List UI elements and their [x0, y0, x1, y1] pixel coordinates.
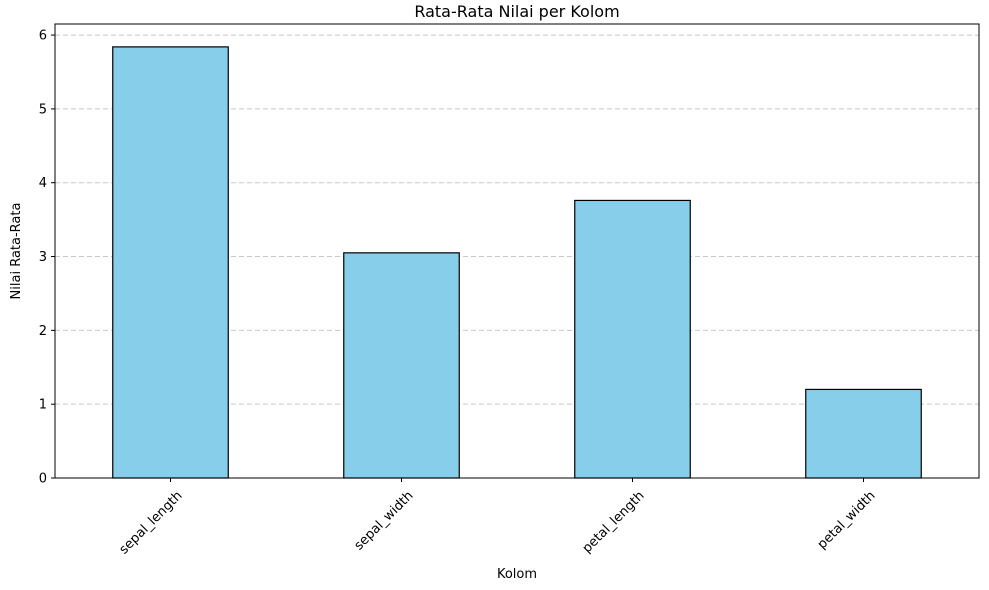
x-tick-label: sepal_width: [352, 488, 417, 553]
y-tick-label: 0: [39, 472, 47, 487]
bar-petal-width: [805, 388, 922, 479]
x-tick-label: sepal_length: [117, 488, 186, 557]
y-tick-label: 3: [39, 250, 47, 265]
bar-sepal-length: [112, 46, 229, 479]
y-tick-label: 4: [39, 176, 47, 191]
x-axis-title: Kolom: [497, 567, 537, 582]
y-tick-label: 6: [39, 29, 47, 44]
y-axis-title: Nilai Rata-Rata: [9, 203, 24, 300]
y-tick-label: 5: [39, 102, 47, 117]
x-tick-label: petal_length: [580, 488, 648, 556]
chart-title: Rata-Rata Nilai per Kolom: [414, 2, 619, 21]
y-tick-label: 1: [39, 398, 47, 413]
plot-frame: [54, 23, 980, 479]
y-axis-ticks: 0 1 2 3 4 5 6: [39, 29, 55, 487]
x-axis-ticks: sepal_length sepal_width petal_length petal…: [117, 478, 879, 557]
x-tick-label: petal_width: [815, 488, 879, 552]
bars: [112, 46, 922, 479]
bar-sepal-width: [343, 252, 460, 479]
y-tick-label: 2: [39, 324, 47, 339]
bar-petal-length: [574, 199, 691, 479]
